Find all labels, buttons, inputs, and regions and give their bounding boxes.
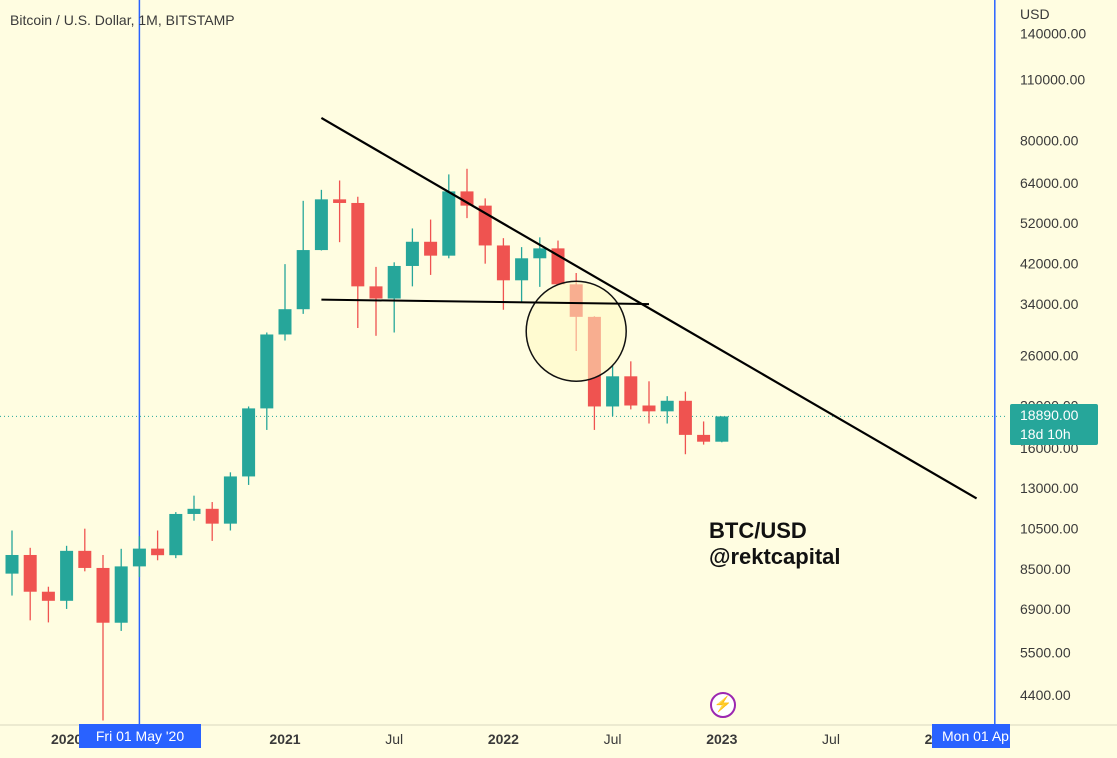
candle-body: [697, 434, 711, 442]
price-axis-unit[interactable]: USD: [1020, 6, 1050, 22]
candle-body: [151, 548, 165, 556]
time-tick-label: Jul: [604, 731, 622, 747]
lightning-bolt-icon[interactable]: ⚡: [710, 692, 736, 718]
candle-body: [41, 591, 55, 601]
candle-body: [296, 250, 310, 310]
candle-body: [169, 513, 183, 556]
candle-body: [60, 550, 74, 601]
symbol-title[interactable]: Bitcoin / U.S. Dollar, 1M, BITSTAMP: [10, 12, 235, 28]
time-tick-label: 2021: [269, 731, 300, 747]
candle-body: [278, 309, 292, 335]
candle-body: [515, 258, 529, 281]
price-tick-label: 80000.00: [1020, 133, 1079, 149]
candle-body: [187, 508, 201, 514]
price-tick-label: 140000.00: [1020, 26, 1086, 42]
candle-body: [460, 191, 474, 206]
price-tick-label: 52000.00: [1020, 215, 1079, 231]
candle-body: [496, 245, 510, 281]
candle-body: [96, 567, 110, 623]
trendline-0[interactable]: [320, 117, 978, 500]
crosshair-date-flag-left: Fri 01 May '20: [79, 724, 201, 748]
price-tick-label: 6900.00: [1020, 601, 1071, 617]
price-tick-label: 64000.00: [1020, 175, 1079, 191]
candle-body: [23, 554, 37, 592]
price-tick-label: 8500.00: [1020, 561, 1071, 577]
candle-body: [351, 202, 365, 287]
chart-watermark: BTC/USD @rektcapital: [709, 518, 841, 570]
watermark-line-2: @rektcapital: [709, 544, 841, 569]
candle-body: [114, 566, 128, 623]
candle-body: [260, 334, 274, 409]
candle-body: [606, 376, 620, 407]
price-tick-label: 42000.00: [1020, 256, 1079, 272]
price-tick-label: 13000.00: [1020, 480, 1079, 496]
time-tick-label: 2023: [706, 731, 737, 747]
price-tick-label: 4400.00: [1020, 687, 1071, 703]
candle-body: [678, 400, 692, 435]
candle-body: [223, 476, 237, 524]
candle-body: [660, 400, 674, 412]
bar-countdown: 18d 10h: [1020, 426, 1071, 442]
candle-body: [132, 548, 146, 567]
candle-body: [205, 508, 219, 524]
candle-body: [424, 241, 438, 256]
time-tick-label: 2022: [488, 731, 519, 747]
candle-body: [642, 405, 656, 412]
candle-body: [78, 550, 92, 568]
price-tick-label: 26000.00: [1020, 347, 1079, 363]
price-tick-label: 34000.00: [1020, 296, 1079, 312]
candle-body: [242, 408, 256, 477]
candle-body: [387, 265, 401, 299]
price-tick-label: 10500.00: [1020, 521, 1079, 537]
candle-body: [624, 376, 638, 406]
last-price-tag: 18890.00 18d 10h: [1010, 404, 1098, 445]
watermark-line-1: BTC/USD: [709, 518, 807, 543]
candle-body: [715, 416, 729, 442]
last-price-value: 18890.00: [1020, 407, 1079, 423]
candle-body: [333, 199, 347, 203]
time-tick-label: Jul: [822, 731, 840, 747]
candle-body: [369, 286, 383, 299]
candle-body: [405, 241, 419, 266]
price-tick-label: 5500.00: [1020, 644, 1071, 660]
candle-body: [442, 191, 456, 256]
crosshair-date-flag-right: Mon 01 Apr '24: [932, 724, 1010, 748]
candle-body: [314, 199, 328, 251]
time-tick-label: Jul: [385, 731, 403, 747]
candle-body: [5, 554, 19, 574]
trendline-1[interactable]: [321, 298, 650, 306]
time-tick-label: 2020: [51, 731, 82, 747]
highlight-circle: [525, 280, 627, 382]
price-tick-label: 110000.00: [1020, 72, 1085, 88]
candle-body: [533, 248, 547, 259]
